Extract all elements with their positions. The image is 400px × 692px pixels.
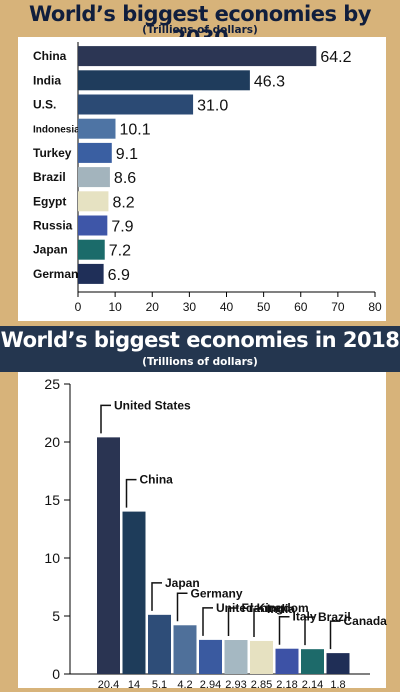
chart1-value-label: 7.2 (109, 243, 131, 260)
chart1-bar (78, 118, 116, 139)
chart1-category-label: Turkey (33, 146, 72, 160)
chart1-x-tick-label: 50 (257, 300, 271, 314)
chart1-bar (78, 142, 112, 163)
chart1-x-tick-label: 70 (331, 300, 345, 314)
chart2-value-label: 2.18 (276, 679, 297, 691)
chart2-leader-line (100, 404, 111, 434)
chart2-bar (199, 639, 222, 674)
chart2-value-label: 2.93 (225, 679, 246, 691)
chart1-bar (78, 70, 250, 91)
chart2-value-label: 4.2 (177, 679, 192, 691)
chart2-bar (148, 614, 171, 674)
chart2-value-label: 2.85 (251, 679, 272, 691)
chart2-bar (326, 653, 350, 674)
chart2-value-label: 2.14 (302, 679, 323, 691)
chart1-value-label: 64.2 (320, 49, 351, 66)
chart2-bar (301, 649, 324, 674)
chart2-bar (122, 511, 146, 674)
chart1-x-tick-label: 0 (75, 300, 82, 314)
chart2-leader-line (125, 478, 137, 508)
chart2-category-label: United States (114, 398, 191, 412)
chart2-leader-line (304, 616, 315, 646)
chart2-bar (224, 640, 248, 674)
chart1-category-label: Russia (33, 219, 73, 233)
chart2-category-label: Canada (344, 614, 388, 628)
chart1-x-tick-label: 60 (294, 300, 308, 314)
chart1-value-label: 7.9 (111, 219, 133, 236)
chart1-bar (78, 94, 194, 115)
chart2-category-label: France (242, 601, 282, 615)
chart1-category-label: India (33, 73, 61, 87)
chart2-category-label: China (140, 473, 174, 487)
chart1-x-tick-label: 80 (368, 300, 382, 314)
chart2-leader-line (227, 607, 239, 637)
chart2-bar (173, 625, 197, 674)
chart1-svg: 0 10 20 30 40 50 60 70 80 China 64.2 India 46.3 U.S. 3… (18, 37, 386, 321)
chart1-bar (78, 263, 104, 284)
chart1-bar (78, 215, 108, 236)
chart1-category-label: Egypt (33, 194, 66, 208)
chart1-category-label: U.S. (33, 98, 56, 112)
chart2-value-label: 1.8 (330, 679, 345, 691)
chart2-leader-line (278, 615, 290, 645)
chart1-bar (78, 167, 110, 188)
chart1-category-label: Japan (33, 243, 68, 257)
chart1-value-label: 8.6 (114, 170, 136, 187)
chart2-title: World’s biggest economies in 2018 (0, 328, 400, 352)
chart1-value-label: 6.9 (108, 267, 130, 284)
chart2-bar (275, 648, 299, 674)
chart2-category-label: Germany (191, 586, 243, 600)
chart1-x-tick-label: 40 (220, 300, 234, 314)
chart1-value-label: 9.1 (116, 146, 138, 163)
chart1-value-label: 8.2 (112, 194, 134, 211)
chart2-y-tick-label: 0 (52, 666, 60, 682)
chart2-subtitle: (Trillions of dollars) (142, 356, 258, 368)
chart2-y-tick-label: 20 (44, 434, 60, 450)
chart2-y-tick-label: 25 (44, 376, 60, 392)
chart2-background (18, 372, 386, 688)
chart2-y-tick-label: 5 (52, 608, 60, 624)
chart2-leader-line (202, 607, 213, 636)
chart2-y-tick-label: 15 (44, 492, 60, 508)
chart1-value-label: 31.0 (197, 98, 228, 115)
chart1-category-label: Indonesia (33, 125, 80, 136)
chart1-value-label: 10.1 (119, 122, 150, 139)
chart2-leader-line (253, 608, 264, 637)
chart2-y-tick-label: 10 (44, 550, 60, 566)
chart2-category-label: United Kingdom (216, 601, 309, 615)
chart1-subtitle: (Trillions of dollars) (142, 24, 258, 36)
chart1-category-label: Germany (33, 267, 85, 281)
chart1-x-tick-label: 20 (146, 300, 160, 314)
chart2-title-band (0, 326, 400, 372)
chart1-bar (78, 191, 109, 212)
chart1-bar (78, 239, 105, 260)
chart2-category-label: India (267, 602, 295, 616)
chart2-category-label: Japan (165, 576, 200, 590)
chart2-value-label: 2.94 (200, 679, 221, 691)
chart1-x-tick-label: 30 (183, 300, 197, 314)
chart1-value-label: 46.3 (254, 73, 285, 90)
chart2-value-label: 5.1 (152, 679, 167, 691)
chart2-bar (97, 437, 120, 674)
chart2-leader-line (176, 592, 188, 622)
chart2-bar (250, 640, 273, 674)
chart1-x-tick-label: 10 (108, 300, 122, 314)
chart1-category-label: China (33, 49, 67, 63)
chart1-category-label: Brazil (33, 170, 66, 184)
chart2-leader-line (329, 620, 341, 650)
chart2-value-label: 20.4 (98, 679, 119, 691)
chart2-leader-line (151, 582, 162, 611)
chart2-category-label: Brazil (318, 610, 351, 624)
chart1-bar (78, 46, 317, 67)
chart2-value-label: 14 (128, 679, 140, 691)
